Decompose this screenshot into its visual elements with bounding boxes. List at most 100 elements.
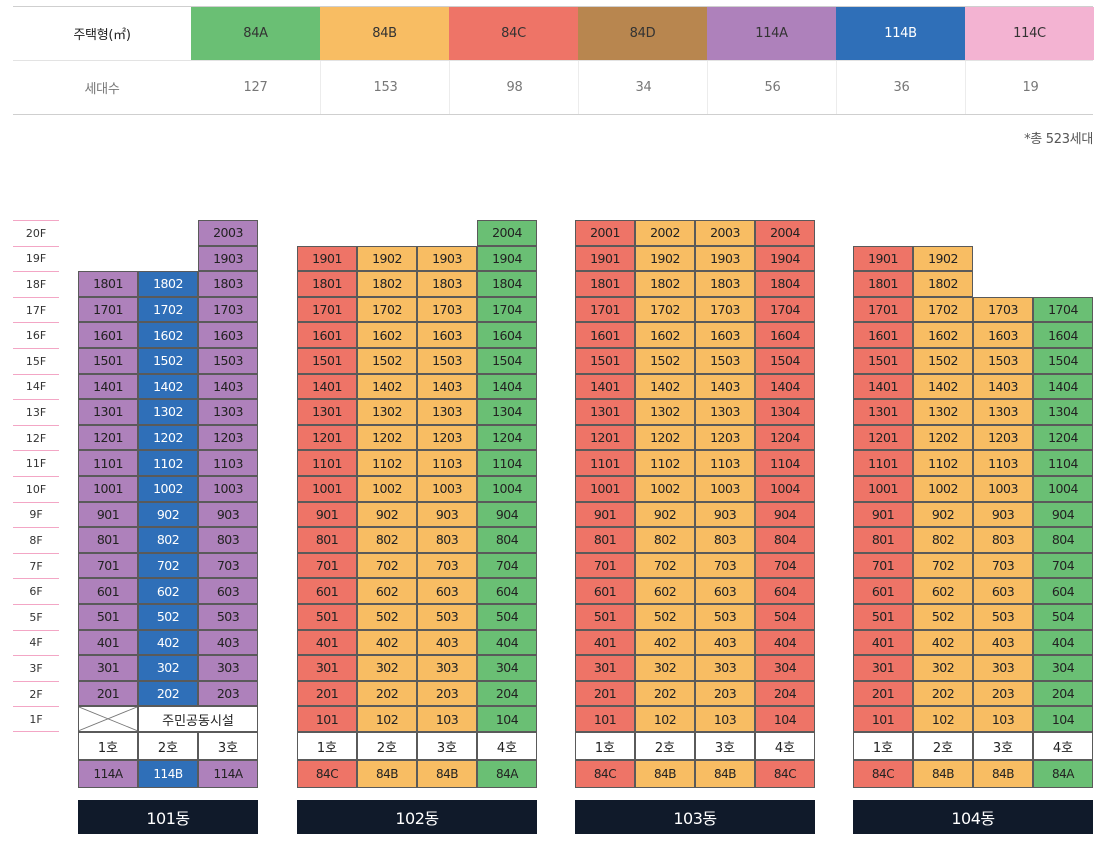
unit-102동-1901: 1901 [297,245,357,272]
unit-103동-1104: 1104 [755,450,815,476]
floor-label-15f: 15F [13,348,59,374]
line-number: 1호 [297,732,357,760]
unit-103동-1401: 1401 [575,373,635,400]
unit-101동-901: 901 [78,501,138,528]
unit-103동-504: 504 [755,604,815,630]
unit-102동-1204: 1204 [477,424,537,451]
line-type: 84B [635,760,695,788]
line-type: 84C [755,760,815,788]
line-number: 2호 [138,732,198,760]
unit-104동-1702: 1702 [913,296,973,323]
unit-101동-1402: 1402 [138,373,198,400]
unit-104동-102: 102 [913,706,973,732]
line-number: 3호 [417,732,477,760]
unit-102동-104: 104 [477,706,537,732]
unit-103동-1702: 1702 [635,296,695,323]
unit-103동-801: 801 [575,527,635,553]
unit-103동-703: 703 [695,552,755,579]
unit-101동-402: 402 [138,629,198,656]
unit-103동-1204: 1204 [755,424,815,451]
unit-103동-802: 802 [635,527,695,553]
unit-103동-1101: 1101 [575,450,635,476]
unit-101동-1702: 1702 [138,296,198,323]
type-header-84c: 84C [449,7,578,60]
unit-103동-1302: 1302 [635,399,695,425]
unit-102동-1601: 1601 [297,322,357,348]
floor-label-6f: 6F [13,578,59,604]
unit-102동-103: 103 [417,706,477,732]
unit-103동-1102: 1102 [635,450,695,476]
unit-102동-1001: 1001 [297,476,357,502]
unit-103동-501: 501 [575,604,635,630]
unit-101동-302: 302 [138,655,198,681]
unit-102동-1801: 1801 [297,271,357,297]
unit-101동-702: 702 [138,552,198,579]
floor-label-17f: 17F [13,296,59,323]
line-type: 84B [973,760,1033,788]
unit-101동-303: 303 [198,655,258,681]
unit-101동-1301: 1301 [78,399,138,425]
unit-103동-1604: 1604 [755,322,815,348]
unit-101동-803: 803 [198,527,258,553]
line-number: 1호 [78,732,138,760]
unit-101동-701: 701 [78,552,138,579]
unit-101동-203: 203 [198,680,258,707]
line-number: 3호 [198,732,258,760]
unit-102동-1902: 1902 [357,245,417,272]
unit-102동-1503: 1503 [417,348,477,374]
unit-103동-1902: 1902 [635,245,695,272]
line-number: 1호 [575,732,635,760]
unit-104동-1102: 1102 [913,450,973,476]
unit-103동-202: 202 [635,680,695,707]
unit-103동-2003: 2003 [695,220,755,246]
unit-104동-1901: 1901 [853,245,913,272]
building-name-103: 103동 [575,800,815,834]
unit-101동-1103: 1103 [198,450,258,476]
unit-104동-603: 603 [973,578,1033,604]
line-type: 114A [198,760,258,788]
line-number: 2호 [913,732,973,760]
unit-101동-1903: 1903 [198,245,258,272]
unit-102동-1303: 1303 [417,399,477,425]
unit-102동-203: 203 [417,680,477,707]
unit-102동-701: 701 [297,552,357,579]
type-count-84d: 34 [578,61,708,114]
unit-103동-1502: 1502 [635,348,695,374]
unit-102동-1301: 1301 [297,399,357,425]
unit-101동-1303: 1303 [198,399,258,425]
unit-101동-202: 202 [138,680,198,707]
unit-102동-504: 504 [477,604,537,630]
floor-label-3f: 3F [13,655,59,681]
unit-104동-203: 203 [973,680,1033,707]
unit-104동-1801: 1801 [853,271,913,297]
floor-label-7f: 7F [13,552,59,579]
type-header-row: 주택형(㎡) 84A 84B 84C 84D 114A 114B 114C [13,6,1094,60]
unit-102동-502: 502 [357,604,417,630]
unit-104동-1802: 1802 [913,271,973,297]
unit-102동-1702: 1702 [357,296,417,323]
unit-101동-1003: 1003 [198,476,258,502]
unit-102동-1504: 1504 [477,348,537,374]
unit-104동-903: 903 [973,501,1033,528]
unit-102동-904: 904 [477,501,537,528]
unit-104동-1602: 1602 [913,322,973,348]
count-row: 세대수 127 153 98 34 56 36 19 [13,60,1093,115]
floor-label-1f: 1F [13,706,59,732]
floor-label-16f: 16F [13,322,59,348]
unit-103동-402: 402 [635,629,695,656]
unit-104동-1701: 1701 [853,296,913,323]
unit-103동-904: 904 [755,501,815,528]
unit-104동-1001: 1001 [853,476,913,502]
floor-label-10f: 10F [13,476,59,502]
count-row-label: 세대수 [84,82,120,97]
unit-103동-902: 902 [635,501,695,528]
unit-103동-1303: 1303 [695,399,755,425]
unit-103동-2002: 2002 [635,220,695,246]
crossed-out-cell [78,706,138,732]
unit-102동-402: 402 [357,629,417,656]
floor-label-2f: 2F [13,680,59,707]
unit-103동-301: 301 [575,655,635,681]
unit-104동-202: 202 [913,680,973,707]
unit-103동-1501: 1501 [575,348,635,374]
unit-104동-604: 604 [1033,578,1093,604]
